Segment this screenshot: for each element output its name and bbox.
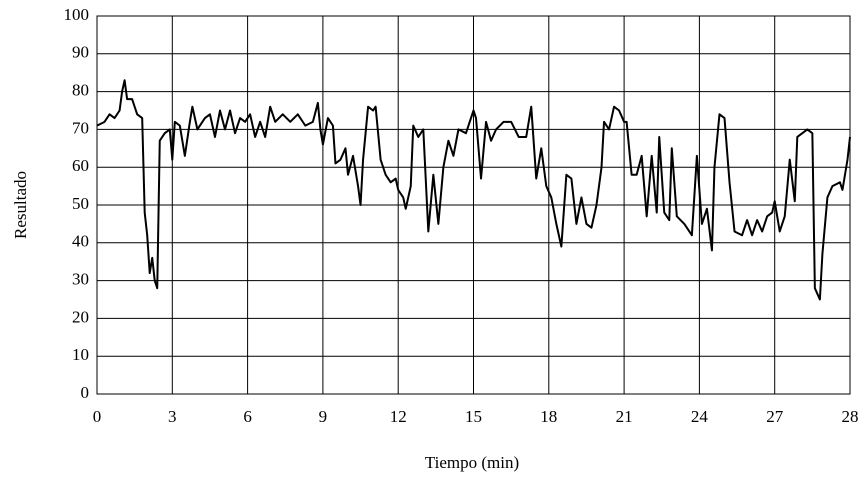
y-tick-label: 30 [72,270,89,289]
x-tick-label: 28 [842,407,859,426]
x-tick-label: 24 [691,407,709,426]
y-tick-label: 100 [64,5,90,24]
x-tick-label: 27 [766,407,784,426]
x-tick-label: 21 [616,407,633,426]
y-tick-label: 70 [72,118,89,137]
y-tick-label: 50 [72,194,89,213]
x-tick-label: 3 [168,407,177,426]
x-tick-label: 18 [540,407,557,426]
y-tick-label: 0 [81,383,90,402]
plot-border [96,15,851,395]
y-tick-label: 80 [72,81,89,100]
y-tick-label: 20 [72,307,89,326]
x-tick-label: 9 [319,407,328,426]
y-axis-label: Resultado [11,171,30,239]
x-tick-label: 15 [465,407,482,426]
x-tick-label: 0 [93,407,102,426]
y-tick-label: 10 [72,345,89,364]
y-tick-label: 60 [72,156,89,175]
x-tick-label: 6 [243,407,252,426]
y-tick-label: 40 [72,232,89,251]
y-tick-label: 90 [72,43,89,62]
x-tick-label: 12 [390,407,407,426]
data-line [96,79,851,301]
x-axis-label: Tiempo (min) [425,453,519,472]
